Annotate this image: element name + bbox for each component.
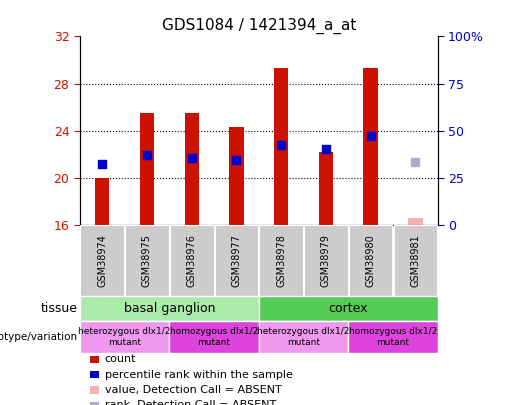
- Text: ▶: ▶: [81, 303, 90, 313]
- Title: GDS1084 / 1421394_a_at: GDS1084 / 1421394_a_at: [162, 17, 356, 34]
- Text: genotype/variation: genotype/variation: [0, 332, 77, 342]
- Text: rank, Detection Call = ABSENT: rank, Detection Call = ABSENT: [105, 401, 276, 405]
- Text: cortex: cortex: [329, 302, 368, 315]
- Point: [187, 154, 196, 161]
- Text: GSM38976: GSM38976: [186, 234, 197, 287]
- Bar: [274, 68, 288, 225]
- Point: [98, 160, 106, 167]
- Point: [367, 133, 375, 140]
- Point: [232, 157, 241, 163]
- Text: percentile rank within the sample: percentile rank within the sample: [105, 370, 293, 379]
- Text: heterozygous dlx1/2
mutant: heterozygous dlx1/2 mutant: [258, 327, 350, 347]
- Text: homozygous dlx1/2
mutant: homozygous dlx1/2 mutant: [170, 327, 258, 347]
- Bar: [364, 68, 378, 225]
- Bar: [319, 152, 333, 225]
- Text: homozygous dlx1/2
mutant: homozygous dlx1/2 mutant: [349, 327, 437, 347]
- Bar: [408, 218, 422, 225]
- Bar: [229, 127, 244, 225]
- Text: GSM38975: GSM38975: [142, 234, 152, 287]
- Text: tissue: tissue: [40, 302, 77, 315]
- Text: heterozygous dlx1/2
mutant: heterozygous dlx1/2 mutant: [78, 327, 171, 347]
- Point: [277, 142, 285, 149]
- Bar: [184, 113, 199, 225]
- Text: GSM38981: GSM38981: [410, 234, 420, 287]
- Point: [322, 146, 330, 152]
- Text: GSM38978: GSM38978: [276, 234, 286, 287]
- Text: GSM38977: GSM38977: [231, 234, 242, 287]
- Text: GSM38974: GSM38974: [97, 234, 107, 287]
- Text: count: count: [105, 354, 136, 364]
- Text: GSM38980: GSM38980: [366, 234, 375, 287]
- Point: [411, 159, 420, 166]
- Text: basal ganglion: basal ganglion: [124, 302, 215, 315]
- Text: GSM38979: GSM38979: [321, 234, 331, 287]
- Text: value, Detection Call = ABSENT: value, Detection Call = ABSENT: [105, 385, 281, 395]
- Point: [143, 152, 151, 159]
- Bar: [140, 113, 154, 225]
- Bar: [95, 178, 109, 225]
- Text: ▶: ▶: [81, 332, 90, 342]
